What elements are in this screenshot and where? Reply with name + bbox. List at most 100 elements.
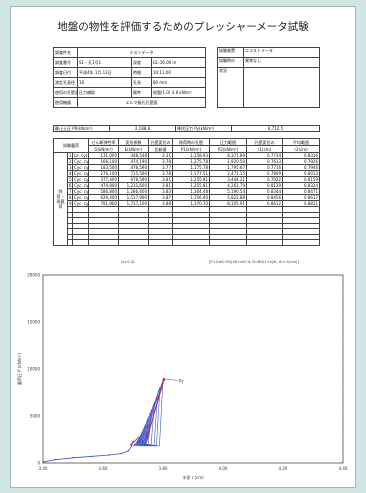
col-header: P2(kN/m²): [209, 145, 248, 153]
header-value: S1・孔1号1: [77, 57, 132, 68]
header-label: 深度: [131, 57, 152, 68]
col-header: r1(cm): [246, 145, 284, 153]
table-cell-empty: [282, 239, 321, 246]
yield-fit-line: [146, 378, 165, 440]
table-row-empty: [54, 239, 321, 246]
x-tick-label: 4.20: [279, 466, 288, 471]
table-cell: Cyc. cyc: [71, 182, 90, 189]
header-label: 調査番号: [53, 57, 78, 68]
curve-point: [54, 459, 56, 461]
y-tick-label: 15000: [27, 320, 40, 325]
header-info-table: 調査件名 テストデータ 調査番号 S1・孔1号1 深度 GL-16.00 m 調査日付 平成4…: [53, 47, 206, 108]
col-header: G(kN/m²): [88, 145, 120, 153]
curve-point: [72, 457, 74, 459]
col-header: せん断弾性率: [88, 138, 120, 146]
table-cell: Cyc. cyc: [71, 170, 90, 177]
status-value: 異常なし: [243, 57, 320, 68]
chart-labels: 3.40 3.60 3.80 4.00 4.20 4.40 0 5000 10000 15000 2…: [16, 273, 348, 481]
col-header: 変形係数: [118, 138, 150, 146]
table-cell: 4: [67, 170, 73, 177]
status-label: 試験装置: [217, 47, 244, 58]
yield-point-marker: [162, 377, 166, 381]
table-cell: Cyc. cyc: [71, 194, 90, 201]
header-value: エルマ級孔孔壁面: [77, 97, 206, 108]
col-header: 圧力範囲: [209, 138, 248, 146]
status-value: [243, 67, 320, 108]
table-cell: 3: [67, 164, 73, 171]
col-header: 試験載荷: [52, 138, 90, 153]
header-label: 孔長: [131, 77, 152, 88]
col-header: 平均範囲: [282, 138, 321, 146]
curve-point: [132, 440, 134, 443]
status-value: エラストメータ: [243, 47, 320, 58]
formula-note: [P=4 πG·V0/(V0+ΔV)·d, D=8G(1+ν)/E, Δ=r·k…: [209, 260, 299, 264]
table-cell: Cyc. cyc: [71, 158, 90, 165]
py-value: 8,712.5: [231, 125, 320, 132]
curve-point: [130, 445, 133, 447]
y-tick-label: 10000: [27, 367, 40, 372]
table-cell: 2: [67, 158, 73, 165]
col-header: P1(kN/m²): [172, 145, 211, 153]
status-label: 状況: [217, 67, 244, 108]
col-header: 孔壁変位の: [148, 138, 174, 146]
header-label: 調査日付: [53, 67, 78, 78]
curve-point: [120, 452, 122, 455]
table-cell: 5: [67, 176, 73, 183]
cycle-loop: [135, 424, 146, 447]
curve-point: [108, 454, 110, 456]
side-label: 除荷・再載荷: [53, 152, 68, 246]
table-cell-empty: [88, 239, 120, 246]
x-tick-label: 3.80: [159, 466, 168, 471]
cycle-loop: [141, 394, 158, 447]
status-label: 試験時の: [217, 57, 244, 68]
x-tick-label: 3.40: [39, 466, 48, 471]
y-tick-label: 5000: [30, 414, 41, 419]
cycle-loop: [137, 416, 149, 447]
header-status-table: 試験装置 エラストメータ 試験時の 異常なし 状況: [217, 47, 320, 108]
plot-frame: [42, 274, 344, 464]
header-value: 平成4年 1月 13日: [77, 67, 132, 78]
x-tick-label: 4.00: [219, 466, 228, 471]
curve-point: [127, 450, 130, 452]
table-cell-empty: [118, 239, 150, 246]
chart-axes: [42, 274, 344, 464]
header-value: 80 mm: [151, 77, 206, 88]
x-axis-label: 半径 r (cm): [182, 474, 204, 480]
p0-label: 静止土圧 P0(kN/m²): [53, 125, 110, 132]
cycle-loop: [143, 386, 161, 447]
table-cell: Cyc. cyc: [71, 176, 90, 183]
header-value: テストデータ: [77, 47, 206, 58]
table-cell: 7: [67, 188, 73, 195]
table-cell-empty: [71, 239, 90, 246]
header-label: 使用の孔壁面: [53, 87, 78, 98]
header-value: 16: [77, 77, 132, 88]
py-label: 降伏圧力 Py(kN/m²): [175, 125, 232, 132]
header-label: 調査件名: [53, 47, 78, 58]
header-value: GL-16.00 m: [151, 57, 206, 68]
table-cell: 9: [67, 200, 73, 207]
table-cell: Lo. cyc: [71, 152, 90, 159]
header-label: 備考: [131, 87, 152, 98]
col-header: E(kN/m²): [118, 145, 150, 153]
test-report-sheet: 地盤の物性を評価するためのプレッシャーメータ試験 調査件名 テストデータ 調査番号 S…: [10, 6, 356, 488]
chart-series: [42, 377, 178, 463]
header-value: 10:11:00: [151, 67, 206, 78]
y-tick-label: 20000: [27, 273, 40, 278]
table-cell: Cyc. cyc: [71, 200, 90, 207]
cycle-loop: [138, 409, 152, 447]
p0-value: 2,188.8: [109, 125, 176, 132]
table-cell: 0.8811: [282, 200, 321, 207]
header-label: 使用機器: [53, 97, 78, 108]
pressure-radius-chart: 3.40 3.60 3.80 4.00 4.20 4.40 0 5000 10000 15000 2…: [16, 273, 348, 481]
table-cell-empty: [172, 239, 211, 246]
table-cell: Cyc. cyc: [71, 188, 90, 195]
table-cell-empty: [246, 239, 284, 246]
header-label: 時間: [131, 67, 152, 78]
y-axis-label: 載荷圧 P (kN/m²): [16, 352, 22, 385]
y-tick-label: 0: [37, 461, 40, 466]
header-label: 測定孔直径: [53, 77, 78, 88]
